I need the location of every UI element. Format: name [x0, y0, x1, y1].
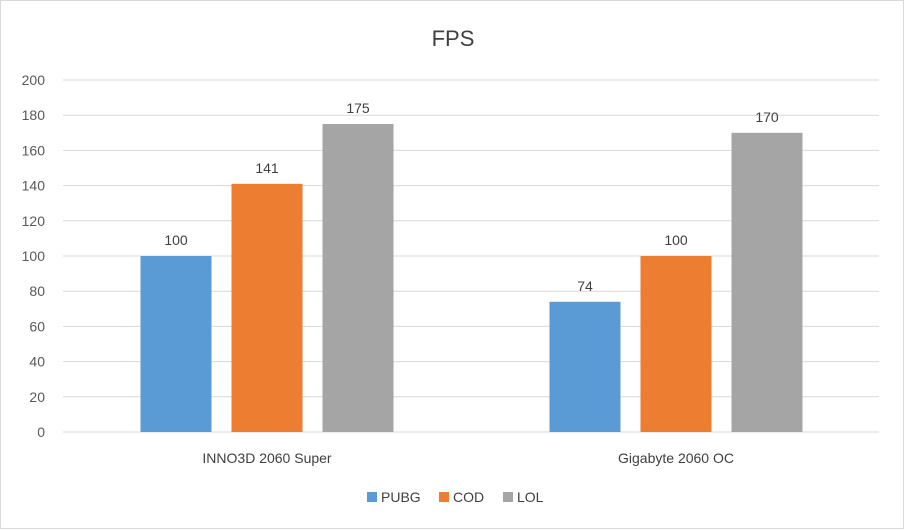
bar-lol	[322, 124, 394, 432]
y-tick-label: 100	[22, 248, 46, 264]
bar-pubg	[549, 301, 621, 432]
y-tick-label: 0	[37, 424, 45, 440]
data-label: 170	[755, 109, 779, 125]
chart-title: FPS	[432, 26, 475, 51]
legend: PUBG COD LOL	[367, 489, 544, 505]
x-category-label: Gigabyte 2060 OC	[618, 450, 734, 466]
data-label: 100	[164, 232, 188, 248]
bar-cod	[231, 183, 303, 432]
y-tick-label: 140	[22, 178, 46, 194]
y-tick-label: 80	[29, 283, 45, 299]
bar-pubg	[140, 256, 212, 432]
legend-item-pubg: PUBG	[367, 489, 421, 505]
y-tick-label: 200	[22, 72, 46, 88]
legend-label: PUBG	[381, 489, 421, 505]
legend-item-cod: COD	[439, 489, 484, 505]
y-tick-label: 180	[22, 107, 46, 123]
legend-swatch	[439, 492, 449, 502]
y-tick-label: 60	[29, 318, 45, 334]
bar-cod	[640, 256, 712, 432]
y-tick-label: 40	[29, 354, 45, 370]
legend-label: COD	[453, 489, 484, 505]
y-tick-label: 20	[29, 389, 45, 405]
data-label: 141	[255, 160, 279, 176]
data-label: 74	[577, 278, 593, 294]
legend-item-lol: LOL	[503, 489, 544, 505]
y-tick-label: 120	[22, 213, 46, 229]
y-axis-ticks: 0 20 40 60 80 100 120 140 160 180 200	[22, 72, 46, 440]
bar-lol	[731, 132, 803, 433]
y-tick-label: 160	[22, 142, 46, 158]
data-label: 100	[664, 232, 688, 248]
data-label: 175	[346, 100, 370, 116]
data-labels: 100 141 175 74 100 170	[164, 100, 779, 294]
legend-swatch	[367, 492, 377, 502]
legend-swatch	[503, 492, 513, 502]
bars	[140, 124, 803, 433]
legend-label: LOL	[517, 489, 544, 505]
x-category-label: INNO3D 2060 Super	[202, 450, 332, 466]
x-axis-categories: INNO3D 2060 Super Gigabyte 2060 OC	[202, 450, 734, 466]
